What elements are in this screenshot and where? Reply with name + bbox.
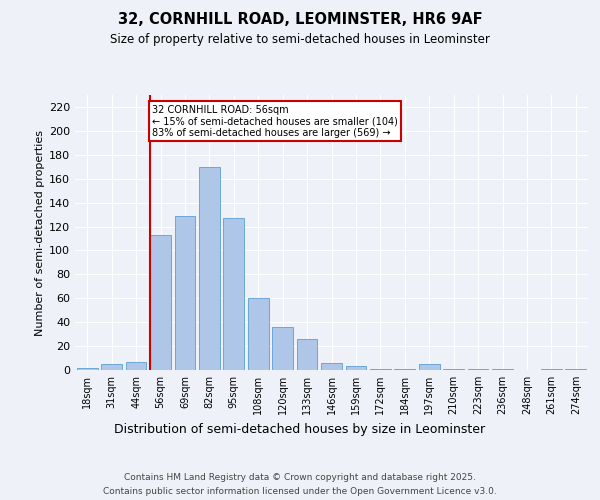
Text: 32, CORNHILL ROAD, LEOMINSTER, HR6 9AF: 32, CORNHILL ROAD, LEOMINSTER, HR6 9AF — [118, 12, 482, 28]
Text: Distribution of semi-detached houses by size in Leominster: Distribution of semi-detached houses by … — [115, 422, 485, 436]
Bar — [77, 368, 98, 370]
Bar — [419, 364, 440, 370]
Bar — [565, 369, 586, 370]
Bar — [175, 216, 196, 370]
Bar — [541, 369, 562, 370]
Bar — [346, 366, 367, 370]
Bar — [101, 364, 122, 370]
Bar — [370, 369, 391, 370]
Bar — [394, 369, 415, 370]
Bar — [150, 235, 171, 370]
Text: Size of property relative to semi-detached houses in Leominster: Size of property relative to semi-detach… — [110, 32, 490, 46]
Bar — [296, 339, 317, 370]
Bar — [467, 369, 488, 370]
Bar — [443, 369, 464, 370]
Text: 32 CORNHILL ROAD: 56sqm
← 15% of semi-detached houses are smaller (104)
83% of s: 32 CORNHILL ROAD: 56sqm ← 15% of semi-de… — [152, 104, 398, 138]
Y-axis label: Number of semi-detached properties: Number of semi-detached properties — [35, 130, 45, 336]
Bar — [199, 166, 220, 370]
Bar — [492, 369, 513, 370]
Bar — [272, 327, 293, 370]
Bar — [248, 298, 269, 370]
Bar — [125, 362, 146, 370]
Bar — [223, 218, 244, 370]
Text: Contains HM Land Registry data © Crown copyright and database right 2025.: Contains HM Land Registry data © Crown c… — [124, 472, 476, 482]
Bar — [321, 363, 342, 370]
Text: Contains public sector information licensed under the Open Government Licence v3: Contains public sector information licen… — [103, 488, 497, 496]
